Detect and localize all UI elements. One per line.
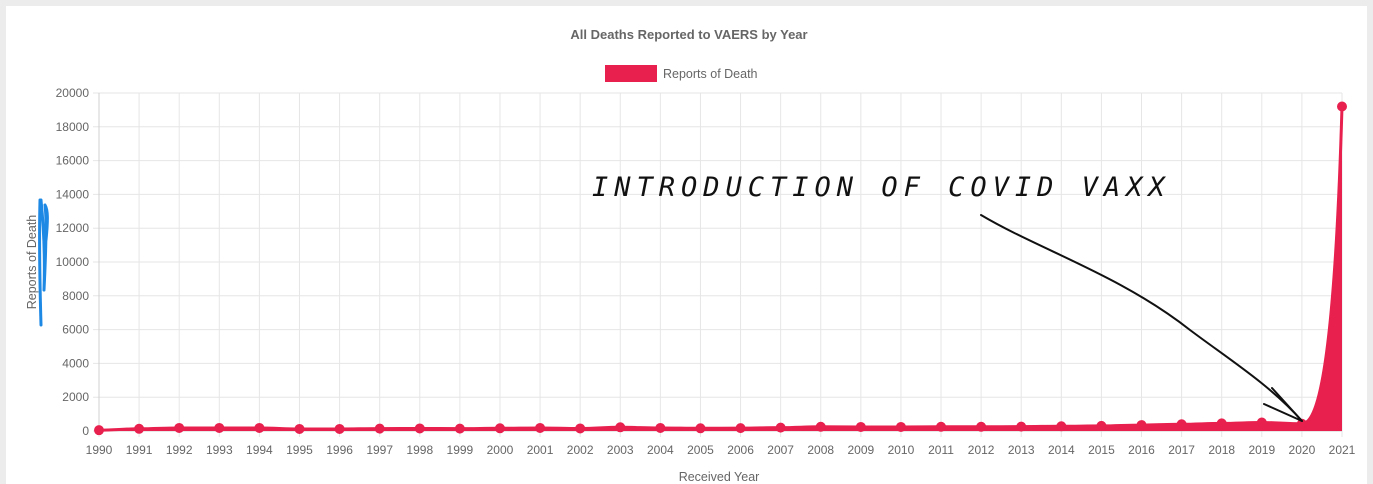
x-tick-label: 2021 (1329, 443, 1356, 457)
x-tick-label: 2007 (767, 443, 794, 457)
data-point-2015[interactable] (1096, 420, 1107, 431)
x-axis-label: Received Year (679, 470, 760, 484)
data-point-2016[interactable] (1136, 420, 1147, 431)
data-point-2018[interactable] (1216, 418, 1227, 429)
series-line-reports-of-death (98, 106, 1344, 432)
data-point-1990[interactable] (94, 425, 104, 436)
legend-label: Reports of Death (663, 67, 758, 81)
x-tick-label: 2020 (1289, 443, 1316, 457)
annotation-arrowhead-icon (1263, 387, 1303, 422)
x-tick-label: 2003 (607, 443, 634, 457)
x-tick-label: 2008 (807, 443, 834, 457)
x-tick-label: 2018 (1208, 443, 1235, 457)
x-tick-label: 2000 (487, 443, 514, 457)
data-point-2019[interactable] (1256, 417, 1267, 428)
data-point-1994[interactable] (254, 422, 265, 433)
y-axis-label: Reports of Death (25, 215, 39, 310)
y-tick-label: 4000 (62, 356, 89, 370)
x-tick-label: 2006 (727, 443, 754, 457)
y-tick-label: 6000 (62, 323, 89, 337)
data-point-2005[interactable] (695, 423, 706, 434)
data-point-2006[interactable] (735, 423, 746, 434)
x-tick-label: 2017 (1168, 443, 1195, 457)
data-point-2014[interactable] (1056, 421, 1067, 432)
data-point-2012[interactable] (976, 421, 987, 432)
y-tick-label: 14000 (56, 187, 90, 201)
blue-scribble-mark (38, 198, 49, 327)
x-tick-label: 1999 (447, 443, 474, 457)
data-point-1996[interactable] (334, 423, 345, 434)
x-tick-label: 2005 (687, 443, 714, 457)
data-point-1992[interactable] (174, 422, 185, 433)
y-tick-label: 12000 (56, 221, 90, 235)
data-point-2007[interactable] (775, 422, 786, 433)
x-tick-label: 2004 (647, 443, 674, 457)
legend-swatch (605, 65, 657, 82)
x-axis-ticks: 1990 1991 1992 1993 1994 1995 1996 1997 1998 1999… (86, 443, 1356, 457)
x-tick-label: 1990 (86, 443, 113, 457)
y-tick-label: 0 (82, 424, 89, 438)
y-tick-label: 10000 (56, 255, 90, 269)
data-point-1993[interactable] (214, 422, 225, 433)
data-point-2003[interactable] (615, 422, 626, 433)
x-tick-label: 1992 (166, 443, 193, 457)
x-tick-label: 2001 (527, 443, 554, 457)
data-point-1991[interactable] (134, 423, 145, 434)
legend[interactable]: Reports of Death (605, 65, 758, 82)
x-tick-label: 1997 (366, 443, 393, 457)
y-tick-label: 2000 (62, 390, 89, 404)
data-point-2009[interactable] (855, 421, 866, 432)
data-point-2010[interactable] (895, 421, 906, 432)
data-point-2002[interactable] (575, 423, 586, 434)
annotation-arrow (980, 214, 1303, 422)
data-point-2021[interactable] (1337, 101, 1347, 112)
data-point-1995[interactable] (294, 423, 305, 434)
data-point-2008[interactable] (815, 421, 826, 432)
x-tick-label: 2010 (888, 443, 915, 457)
data-point-2013[interactable] (1016, 421, 1027, 432)
x-tick-label: 1995 (286, 443, 313, 457)
chart-panel (6, 6, 1367, 484)
series-area-reports-of-death (99, 106, 1342, 432)
data-point-1999[interactable] (454, 423, 465, 434)
y-tick-label: 18000 (56, 120, 90, 134)
data-point-2001[interactable] (535, 422, 546, 433)
x-tick-label: 2011 (928, 443, 954, 457)
x-tick-label: 2012 (968, 443, 995, 457)
y-tick-label: 16000 (56, 154, 90, 168)
x-tick-label: 1994 (246, 443, 273, 457)
data-point-2004[interactable] (655, 422, 666, 433)
data-point-2000[interactable] (494, 423, 505, 434)
x-tick-label: 1993 (206, 443, 233, 457)
data-points (94, 101, 1347, 436)
data-point-2017[interactable] (1176, 419, 1187, 430)
y-axis-ticks: 0 2000 4000 6000 8000 10000 12000 14000 16000 180… (56, 86, 90, 438)
chart-title: All Deaths Reported to VAERS by Year (570, 27, 807, 42)
annotation-text: INTRODUCTION OF COVID VAXX (592, 172, 1171, 203)
x-tick-label: 2009 (847, 443, 874, 457)
x-tick-label: 1991 (126, 443, 153, 457)
data-point-1997[interactable] (374, 423, 385, 434)
x-tick-label: 2013 (1008, 443, 1035, 457)
x-tick-label: 1998 (406, 443, 433, 457)
y-tick-label: 8000 (62, 289, 89, 303)
data-point-2020[interactable] (1296, 418, 1307, 429)
x-tick-label: 2019 (1248, 443, 1275, 457)
x-tick-label: 2016 (1128, 443, 1155, 457)
data-point-2011[interactable] (936, 421, 947, 432)
x-tick-label: 2014 (1048, 443, 1075, 457)
grid (93, 92, 1343, 437)
x-tick-label: 2015 (1088, 443, 1115, 457)
data-point-1998[interactable] (414, 423, 425, 434)
y-tick-label: 20000 (56, 86, 90, 100)
x-tick-label: 2002 (567, 443, 594, 457)
x-tick-label: 1996 (326, 443, 353, 457)
